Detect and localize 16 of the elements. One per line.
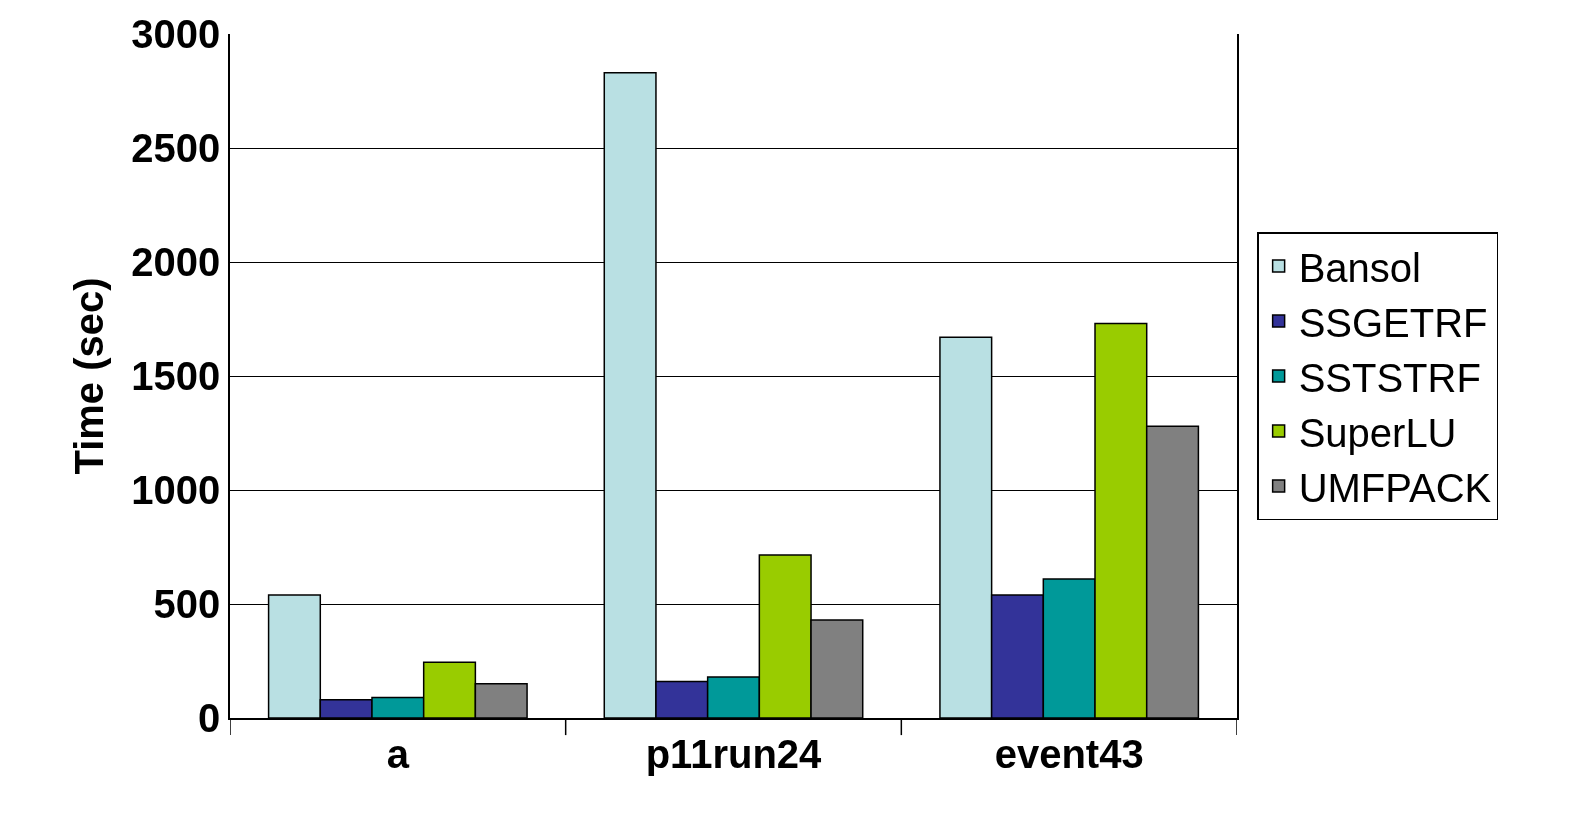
legend-label: SSTSTRF — [1298, 355, 1481, 400]
y-axis-title: Time (sec) — [67, 277, 112, 475]
y-tick-label: 1500 — [131, 354, 221, 398]
y-tick-label: 0 — [198, 696, 221, 740]
y-tick-label: 2500 — [131, 126, 221, 170]
x-tick-label: a — [386, 731, 410, 776]
y-tick-label: 2000 — [131, 240, 221, 284]
x-tick-label: p11run24 — [645, 731, 823, 776]
legend-label: Bansol — [1298, 245, 1421, 290]
x-tick-label: event43 — [994, 731, 1144, 776]
y-tick-label: 1000 — [131, 468, 221, 512]
legend-label: UMFPACK — [1298, 465, 1492, 510]
y-tick-label: 500 — [153, 582, 221, 626]
legend-label: SuperLU — [1298, 410, 1457, 455]
legend-label: SSGETRF — [1298, 300, 1488, 345]
y-tick-label: 3000 — [131, 12, 221, 56]
